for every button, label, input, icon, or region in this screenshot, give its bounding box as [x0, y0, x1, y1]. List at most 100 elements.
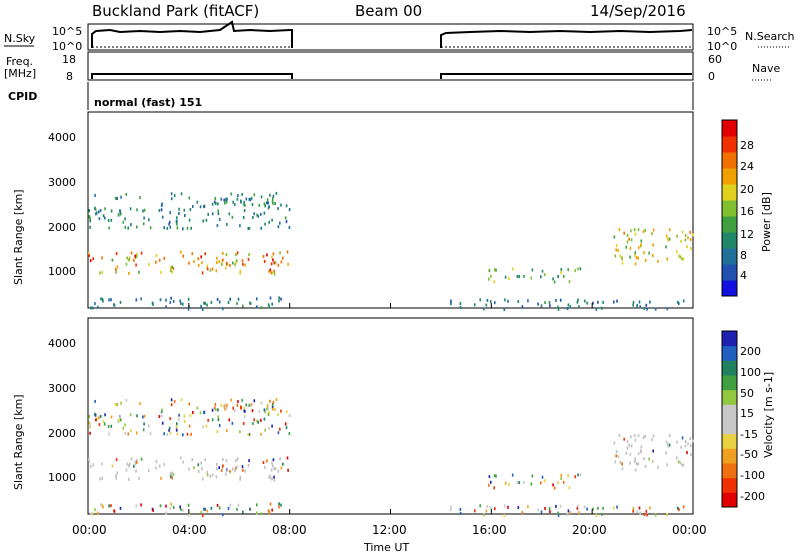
power-cell: [179, 299, 181, 303]
power-cell: [229, 263, 231, 267]
power-cell: [639, 305, 641, 309]
power-cell: [689, 230, 691, 234]
power-cell: [201, 271, 204, 275]
velocity-cell: [530, 482, 533, 486]
velocity-cell: [192, 411, 194, 414]
velocity-cell: [222, 513, 224, 517]
power-cell: [643, 306, 646, 310]
velocity-cell: [493, 486, 495, 490]
power-colorbar: [721, 119, 738, 297]
colorbar-segment: [722, 280, 737, 297]
power-cell: [101, 297, 104, 301]
velocity-cell: [270, 477, 273, 481]
power-cell: [272, 201, 274, 205]
power-cell: [579, 267, 582, 271]
velocity-cell: [201, 514, 204, 517]
velocity-cell: [236, 507, 238, 511]
power-y-tick-3000: 3000: [48, 176, 76, 189]
power-cell: [488, 277, 490, 281]
velocity-cell: [625, 451, 628, 455]
power-cell: [493, 268, 496, 272]
power-cell: [634, 254, 636, 258]
velocity-cell: [268, 475, 270, 479]
velocity-cell: [222, 464, 224, 468]
velocity-cell: [165, 511, 167, 515]
velocity-cell: [279, 457, 281, 461]
velocity-cell: [179, 505, 181, 509]
velocity-cell: [232, 467, 234, 471]
velocity-cell: [115, 476, 117, 480]
power-cell: [251, 203, 254, 207]
power-cell: [450, 299, 452, 303]
velocity-cell: [273, 478, 276, 482]
power-cell: [237, 194, 239, 198]
velocity-cell: [273, 475, 275, 479]
velocity-cell: [169, 417, 171, 421]
velocity-cell: [115, 458, 118, 462]
velocity-cell: [521, 511, 524, 515]
velocity-cell: [574, 475, 577, 479]
velocity-cell: [665, 440, 668, 444]
power-cell: [640, 243, 642, 247]
velocity-cell: [216, 430, 219, 434]
power-cell: [625, 245, 628, 249]
velocity-cell: [101, 503, 104, 507]
power-cell: [138, 270, 140, 274]
velocity-cell: [644, 434, 646, 438]
power-cell: [143, 208, 146, 212]
velocity-cell: [209, 474, 212, 478]
power-cell: [207, 212, 209, 216]
power-cell: [634, 262, 637, 266]
velocity-cell: [648, 457, 650, 461]
power-cell: [686, 245, 688, 249]
velocity-cell: [474, 509, 476, 513]
power-cell: [120, 195, 122, 199]
velocity-cell: [626, 446, 629, 450]
power-cell: [206, 303, 208, 307]
power-cell: [595, 307, 598, 311]
power-cell: [89, 219, 91, 223]
power-cell: [201, 261, 203, 265]
power-cell: [648, 251, 650, 255]
velocity-cell: [97, 511, 99, 515]
power-cell: [236, 197, 239, 201]
vel-cbar-tick-15: 15: [740, 407, 754, 420]
velocity-cell: [108, 432, 110, 436]
velocity-cell: [516, 481, 519, 484]
power-cell: [279, 221, 281, 225]
power-cell: [495, 268, 497, 272]
power-cell: [557, 305, 559, 309]
velocity-cell: [595, 513, 598, 517]
power-cell: [159, 298, 162, 302]
power-cell: [649, 300, 651, 304]
power-cell: [241, 259, 244, 263]
velocity-cell: [250, 402, 253, 406]
velocity-cell: [97, 416, 100, 420]
power-cell: [99, 271, 101, 275]
power-cell: [592, 301, 594, 305]
power-cell: [630, 238, 633, 242]
velocity-cell: [200, 461, 202, 465]
power-cell: [244, 263, 246, 267]
velocity-cell: [260, 418, 262, 422]
velocity-cell: [267, 509, 270, 513]
power-cell: [679, 255, 681, 259]
power-cell: [540, 275, 542, 279]
power-cell: [271, 197, 274, 200]
velocity-cell: [193, 466, 195, 470]
power-cell: [190, 226, 192, 230]
velocity-cell: [108, 504, 110, 508]
velocity-cell: [239, 475, 242, 479]
nsky-label: N.Sky: [4, 32, 36, 45]
power-cell: [676, 234, 678, 238]
power-cell: [636, 304, 638, 308]
velocity-cell: [249, 404, 252, 408]
velocity-cell: [196, 406, 199, 410]
velocity-cell: [274, 408, 276, 411]
power-cell: [94, 302, 96, 306]
velocity-cell: [652, 434, 655, 438]
power-cell: [101, 270, 103, 274]
velocity-cell: [490, 480, 492, 484]
velocity-y-tick-1000: 1000: [48, 471, 76, 484]
power-cell: [89, 225, 91, 229]
